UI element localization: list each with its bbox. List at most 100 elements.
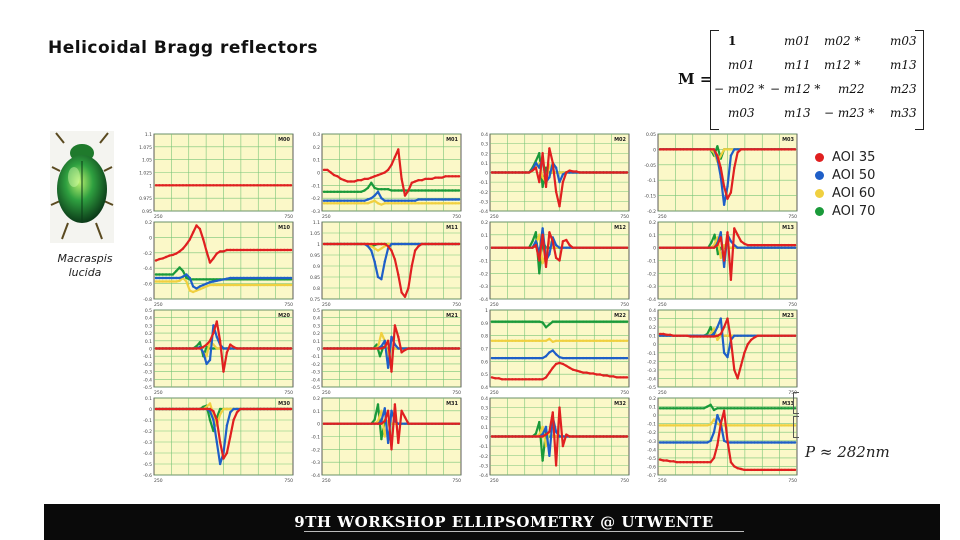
data-point bbox=[581, 246, 585, 249]
data-point bbox=[514, 356, 517, 360]
data-point bbox=[709, 246, 712, 249]
y-tick-label: -0.4 bbox=[143, 266, 152, 272]
data-point bbox=[787, 424, 790, 427]
data-point bbox=[558, 246, 561, 249]
plot-m22: 1 0.9 0.8 0.7 0.6 0.5 0.4 250 750 M22 bbox=[472, 307, 632, 397]
data-point bbox=[753, 441, 756, 444]
data-point bbox=[575, 246, 578, 249]
data-point bbox=[444, 242, 447, 246]
data-point bbox=[198, 407, 202, 411]
data-point bbox=[773, 441, 776, 444]
plot-id-label: M33 bbox=[782, 401, 794, 407]
data-point bbox=[571, 435, 575, 438]
data-point bbox=[343, 242, 346, 246]
data-point bbox=[380, 203, 383, 206]
x-tick-label: 750 bbox=[788, 214, 797, 220]
data-point bbox=[521, 339, 524, 342]
y-tick-label: 0.2 bbox=[481, 220, 488, 226]
y-tick-label: 0.2 bbox=[145, 220, 152, 226]
data-point bbox=[521, 356, 524, 360]
data-point bbox=[739, 240, 743, 243]
data-point bbox=[322, 199, 326, 202]
data-point bbox=[605, 374, 608, 377]
data-point bbox=[756, 246, 760, 249]
y-tick-label: -0.2 bbox=[311, 196, 320, 202]
data-point bbox=[625, 339, 629, 342]
data-point bbox=[494, 339, 497, 342]
data-point bbox=[662, 459, 665, 462]
data-point bbox=[283, 347, 286, 350]
data-point bbox=[615, 376, 619, 379]
data-point bbox=[689, 441, 692, 444]
data-point bbox=[538, 378, 541, 381]
data-point bbox=[353, 242, 356, 246]
data-point bbox=[175, 269, 178, 273]
data-point bbox=[736, 334, 739, 337]
data-point bbox=[699, 335, 702, 338]
data-point bbox=[736, 151, 739, 154]
data-point bbox=[218, 413, 222, 416]
data-point bbox=[568, 243, 571, 247]
data-point bbox=[376, 173, 380, 177]
data-point bbox=[188, 347, 191, 350]
data-point bbox=[716, 243, 719, 247]
data-point bbox=[366, 242, 370, 246]
y-tick-label: 0 bbox=[485, 246, 488, 252]
data-point bbox=[538, 233, 541, 236]
data-point bbox=[662, 332, 665, 336]
data-point bbox=[417, 245, 420, 248]
data-point bbox=[239, 184, 242, 187]
y-tick-label: 0.6 bbox=[481, 359, 488, 365]
data-point bbox=[585, 435, 588, 438]
species-name: Macraspis lucida bbox=[57, 252, 113, 279]
data-point bbox=[383, 435, 386, 438]
data-point bbox=[581, 435, 585, 438]
data-point bbox=[507, 171, 511, 174]
plot-id-label: M20 bbox=[278, 313, 290, 319]
y-tick-label: 0.2 bbox=[481, 151, 488, 157]
data-point bbox=[336, 190, 339, 193]
data-point bbox=[349, 242, 353, 246]
plot-m31: 0.2 0.1 0 -0.1 -0.2 -0.3 -0.4 250 750 M31 bbox=[304, 395, 464, 485]
y-tick-label: -0.4 bbox=[647, 447, 656, 453]
y-tick-label: -0.2 bbox=[143, 429, 152, 435]
data-point bbox=[760, 148, 763, 151]
data-point bbox=[164, 255, 168, 259]
y-tick-label: -0.7 bbox=[647, 473, 656, 479]
y-tick-label: 0 bbox=[485, 171, 488, 177]
data-point bbox=[706, 148, 709, 151]
data-point bbox=[585, 339, 588, 342]
data-point bbox=[380, 278, 383, 281]
data-point bbox=[517, 378, 521, 381]
y-tick-label: 0.1 bbox=[481, 161, 488, 167]
data-point bbox=[161, 280, 164, 283]
x-tick-label: 250 bbox=[154, 390, 163, 396]
data-point bbox=[773, 148, 776, 151]
data-point bbox=[668, 148, 672, 151]
data-point bbox=[588, 435, 592, 438]
data-point bbox=[185, 347, 188, 350]
footer-bar: 9TH WORKSHOP ELLIPSOMETRY @ UTWENTE bbox=[44, 504, 940, 540]
data-point bbox=[743, 246, 746, 249]
data-point bbox=[454, 242, 457, 246]
data-point bbox=[229, 184, 232, 187]
data-point bbox=[407, 286, 410, 290]
data-point bbox=[457, 347, 461, 350]
plot-m11: 1.1 1.05 1 0.95 0.9 0.85 0.8 0.75 250 750 M11 bbox=[304, 219, 464, 309]
data-point bbox=[346, 190, 349, 193]
data-point bbox=[790, 407, 793, 410]
data-point bbox=[272, 184, 276, 187]
data-point bbox=[689, 335, 692, 338]
data-point bbox=[269, 347, 272, 350]
data-point bbox=[713, 233, 716, 236]
data-point bbox=[763, 246, 766, 249]
data-point bbox=[380, 242, 383, 246]
data-point bbox=[178, 347, 181, 350]
data-point bbox=[440, 176, 444, 179]
data-point bbox=[702, 441, 706, 444]
data-point bbox=[403, 348, 407, 352]
data-point bbox=[205, 362, 208, 366]
data-point bbox=[712, 456, 716, 460]
data-point bbox=[790, 148, 793, 151]
